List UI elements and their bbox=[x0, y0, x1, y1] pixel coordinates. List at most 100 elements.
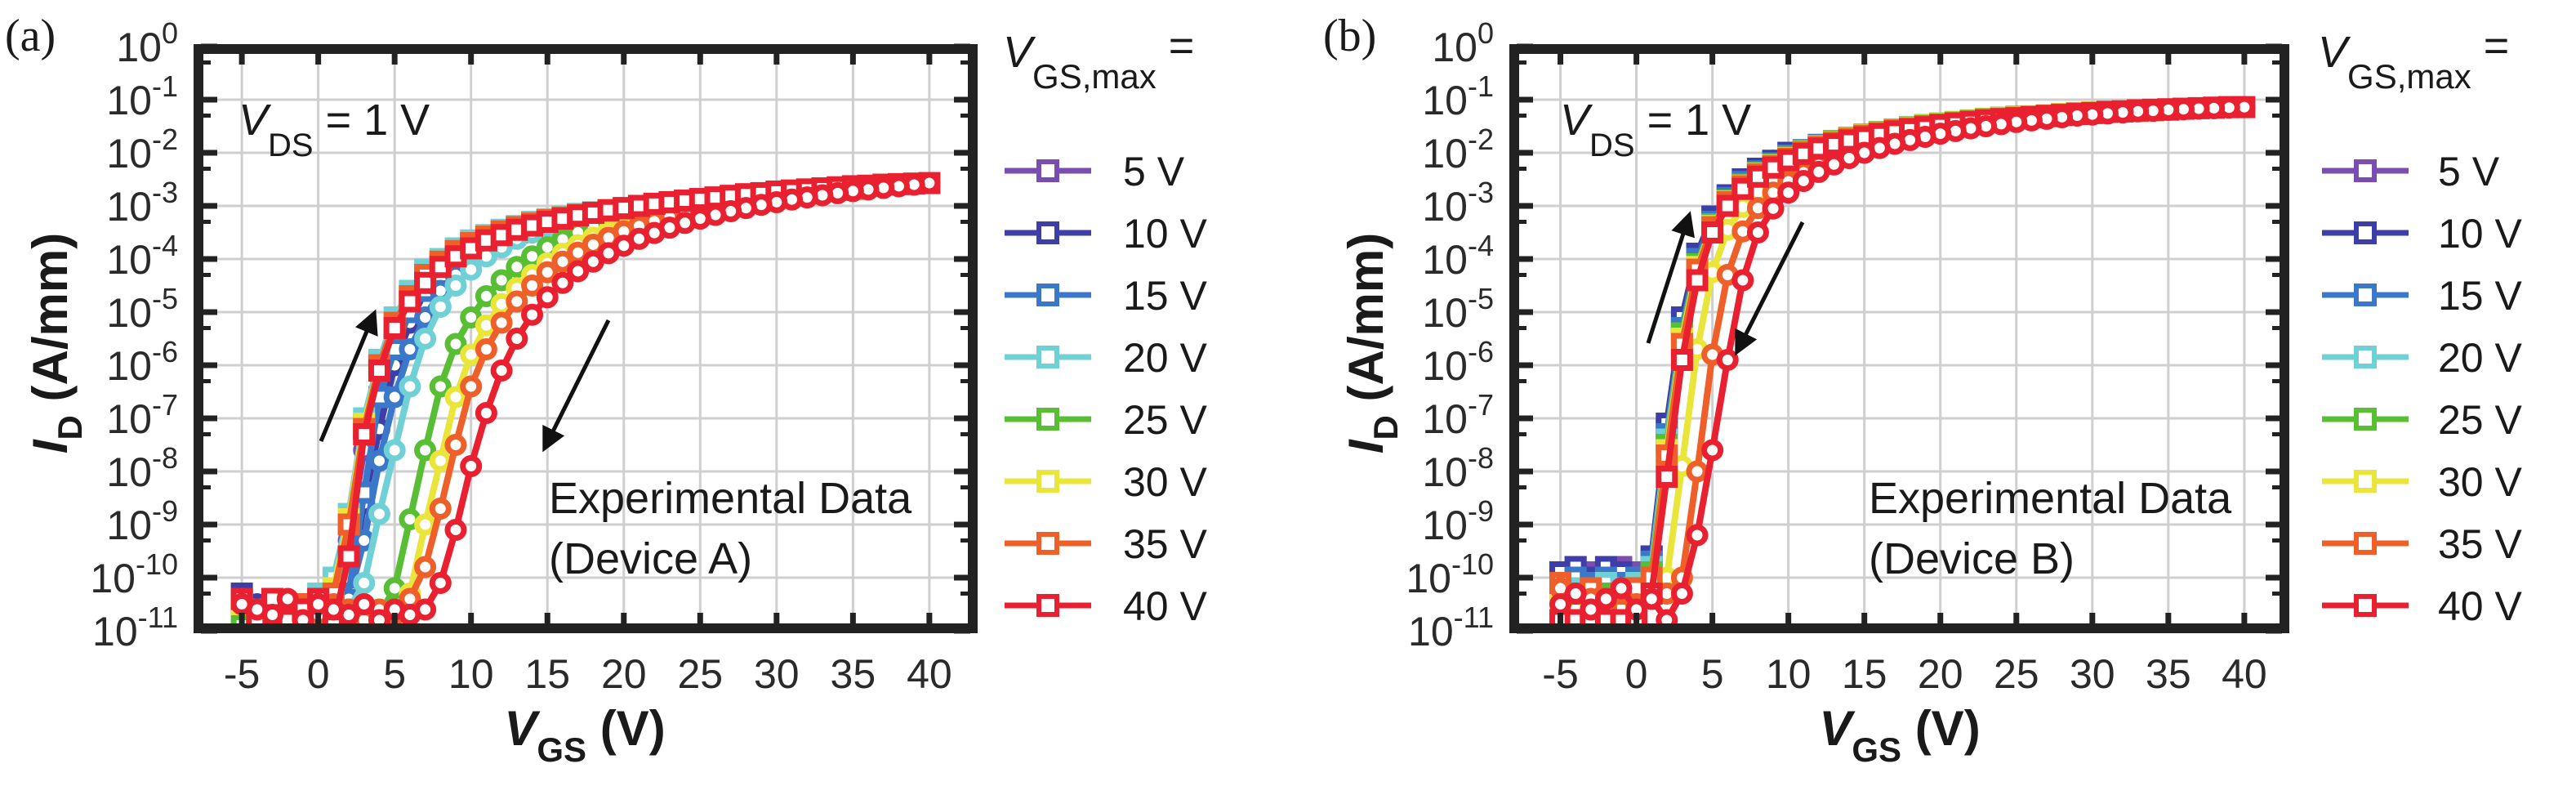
reverse-point bbox=[1746, 221, 1769, 243]
legend-marker bbox=[1036, 532, 1059, 555]
y-tick-label: 10-6 bbox=[106, 335, 178, 389]
forward-point bbox=[368, 360, 390, 382]
reverse-point bbox=[368, 449, 390, 472]
legend-label: 15 V bbox=[2438, 273, 2523, 319]
x-tick-label: 0 bbox=[307, 651, 330, 697]
legend-marker bbox=[1036, 221, 1059, 244]
legend: VGS,max = 5 V 10 V 15 V 20 V 25 V 30 V 35 V 40 … bbox=[2318, 21, 2523, 629]
legend-item: 20 V bbox=[2322, 335, 2523, 381]
x-axis-title: VGS (V) bbox=[1819, 701, 1980, 769]
reverse-point bbox=[444, 386, 467, 409]
reverse-point bbox=[414, 439, 437, 462]
y-tick-label: 10-5 bbox=[1422, 282, 1494, 336]
reverse-point bbox=[567, 260, 590, 283]
y-tick-label: 10-11 bbox=[1408, 601, 1494, 654]
legend-items: 5 V 10 V 15 V 20 V 25 V 30 V 35 V 40 V bbox=[1005, 149, 1208, 629]
reverse-point bbox=[353, 593, 376, 615]
forward-point bbox=[1656, 466, 1678, 488]
reverse-point bbox=[490, 360, 513, 382]
y-tick-label: 10-5 bbox=[106, 282, 178, 336]
reverse-point bbox=[490, 311, 513, 334]
reverse-point bbox=[429, 572, 452, 594]
legend-marker bbox=[1036, 346, 1059, 368]
y-tick-label: 10-2 bbox=[1422, 123, 1494, 176]
y-tick-label: 10-3 bbox=[1422, 176, 1494, 230]
forward-sweep-arrow bbox=[1646, 211, 1695, 344]
legend-title: VGS,max = bbox=[1003, 21, 1194, 96]
legend-label: 30 V bbox=[2438, 459, 2523, 505]
legend-item: 20 V bbox=[1005, 335, 1208, 381]
forward-point bbox=[337, 545, 360, 568]
legend-marker bbox=[2354, 470, 2377, 493]
reverse-point bbox=[1701, 439, 1724, 462]
reverse-point bbox=[506, 290, 528, 313]
reverse-point bbox=[444, 275, 467, 297]
legend-items: 5 V 10 V 15 V 20 V 25 V 30 V 35 V 40 V bbox=[2322, 149, 2523, 629]
reverse-point bbox=[444, 333, 467, 355]
reverse-point bbox=[1807, 160, 1830, 183]
plot-frame bbox=[1509, 44, 2289, 633]
legend-label: 5 V bbox=[2438, 149, 2500, 194]
legend-marker bbox=[2354, 532, 2377, 555]
forward-point bbox=[383, 317, 406, 339]
reverse-point bbox=[597, 242, 620, 265]
legend-label: 40 V bbox=[2438, 583, 2523, 629]
legend-item: 30 V bbox=[1005, 459, 1208, 505]
legend-label: 10 V bbox=[1123, 211, 1208, 257]
plot-area bbox=[230, 172, 941, 626]
reverse-sweep-arrow bbox=[542, 319, 611, 453]
reverse-point bbox=[414, 556, 437, 578]
reverse-point bbox=[1580, 598, 1602, 621]
legend-marker bbox=[2354, 284, 2377, 306]
reverse-point bbox=[1640, 587, 1663, 610]
reverse-point bbox=[368, 609, 390, 626]
reverse-sweep-arrow bbox=[1735, 221, 1805, 356]
y-tick-label: 10-3 bbox=[106, 176, 178, 230]
legend-label: 35 V bbox=[2438, 521, 2523, 567]
reverse-point bbox=[429, 498, 452, 520]
legend: VGS,max = 5 V 10 V 15 V 20 V 25 V 30 V 35 V 40 … bbox=[1003, 21, 1208, 629]
vds-annotation: VDS = 1 V bbox=[1560, 96, 1751, 163]
legend-item: 10 V bbox=[2322, 211, 2523, 257]
panel-b: (b) 10010-110-210-310-410-510-610-710-81… bbox=[1323, 11, 2523, 769]
legend-item: 40 V bbox=[1005, 583, 1208, 629]
reverse-point bbox=[414, 328, 437, 350]
legend-label: 40 V bbox=[1123, 583, 1208, 629]
y-tick-label: 10-10 bbox=[90, 547, 178, 601]
x-tick-label: 15 bbox=[1842, 651, 1887, 697]
reverse-point bbox=[444, 519, 467, 541]
x-tick-labels: -5 0 5 10 15 20 25 30 35 40 bbox=[224, 651, 952, 697]
plot-area bbox=[1549, 96, 2256, 626]
y-tick-label: 10-8 bbox=[1422, 441, 1494, 495]
x-tick-label: 15 bbox=[524, 651, 570, 697]
experimental-data-label: Experimental Data bbox=[549, 474, 912, 523]
reverse-point bbox=[353, 572, 376, 594]
legend-item: 35 V bbox=[2322, 521, 2523, 567]
panel-label: (b) bbox=[1323, 11, 1376, 61]
reverse-point bbox=[582, 250, 604, 273]
legend-label: 10 V bbox=[2438, 211, 2523, 257]
y-tick-label: 10-7 bbox=[106, 388, 178, 442]
reverse-point bbox=[460, 375, 483, 398]
reverse-point bbox=[444, 434, 467, 456]
reverse-point bbox=[429, 375, 452, 398]
reverse-point bbox=[536, 261, 559, 284]
y-tick-label: 10-7 bbox=[1422, 388, 1494, 442]
legend-marker bbox=[1036, 284, 1059, 306]
legend-marker bbox=[1036, 594, 1059, 617]
legend-item: 40 V bbox=[2322, 583, 2523, 629]
x-tick-label: -5 bbox=[1542, 651, 1578, 697]
vds-annotation: VDS = 1 V bbox=[238, 96, 430, 163]
legend-marker bbox=[2354, 594, 2377, 617]
legend-item: 30 V bbox=[2322, 459, 2523, 505]
device-label: (Device B) bbox=[1869, 534, 2075, 583]
y-tick-label: 10-6 bbox=[1422, 335, 1494, 389]
panel-a: (a) 10010-110-210-310-410-510-610-710-81… bbox=[5, 11, 1208, 769]
reverse-point bbox=[1686, 460, 1709, 483]
reverse-point bbox=[1564, 583, 1587, 605]
x-tick-label: 25 bbox=[677, 651, 723, 697]
reverse-point bbox=[1594, 587, 1617, 610]
legend-label: 15 V bbox=[1123, 273, 1208, 319]
reverse-point bbox=[521, 275, 544, 297]
